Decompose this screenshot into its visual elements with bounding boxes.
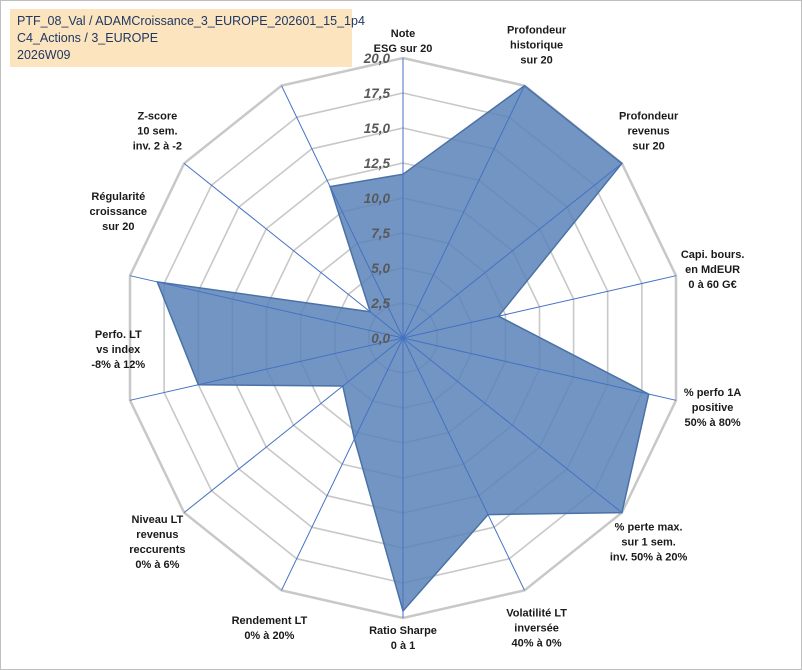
axis-label-12: Z-score 10 sem. inv. 2 à -2: [133, 111, 182, 153]
axis-label-11: Régularité croissance sur 20: [90, 191, 147, 233]
axis-spoke-2: [402, 163, 623, 339]
axis-label-6: Volatilité LT inversée 40% à 0%: [506, 607, 567, 649]
tick-label: 10,0: [364, 191, 391, 206]
axis-label-line: historique: [510, 40, 563, 52]
axis-label-3: Capi. bours. en MdEUR 0 à 60 G€: [681, 249, 745, 291]
axis-label-line: 10 sem.: [137, 126, 177, 138]
axis-label-line: sur 1 sem.: [621, 536, 675, 548]
axis-label-line: Niveau LT: [132, 514, 184, 526]
tick-label: 0,0: [371, 331, 390, 346]
axis-label-line: 0% à 6%: [135, 559, 179, 571]
axis-label-4: % perfo 1A positive 50% à 80%: [684, 387, 742, 429]
axis-label-line: Z-score: [138, 111, 178, 123]
axis-spoke-5: [402, 337, 623, 513]
axis-spoke-12: [183, 163, 404, 339]
axis-label-5: % perte max. sur 1 sem. inv. 50% à 20%: [610, 521, 688, 563]
axis-label-line: ESG sur 20: [374, 43, 433, 55]
tick-label: 17,5: [364, 86, 391, 101]
axis-spoke-4: [402, 337, 677, 401]
axis-label-line: Perfo. LT: [95, 329, 142, 341]
axis-label-line: Capi. bours.: [681, 249, 745, 261]
title-line-1: PTF_08_Val / ADAMCroissance_3_EUROPE_202…: [17, 14, 365, 28]
axis-label-line: reccurents: [129, 544, 185, 556]
axis-label-line: % perte max.: [615, 521, 683, 533]
tick-label: 12,5: [364, 156, 391, 171]
axis-spoke-8: [281, 337, 404, 591]
axis-label-line: revenus: [136, 529, 178, 541]
axis-label-line: sur 20: [520, 55, 552, 67]
axis-label-line: Régularité: [91, 191, 145, 203]
axis-spoke-11: [129, 275, 404, 339]
tick-label: 2,5: [370, 296, 390, 311]
chart-title-box: PTF_08_Val / ADAMCroissance_3_EUROPE_202…: [10, 9, 365, 67]
axis-spoke-13: [281, 85, 404, 339]
axis-label-line: Volatilité LT: [506, 607, 567, 619]
axis-label-line: inv. 2 à -2: [133, 141, 182, 153]
axis-spoke-10: [129, 337, 404, 401]
axis-label-1: Profondeur historique sur 20: [507, 25, 567, 67]
axis-spoke-6: [402, 337, 525, 591]
axis-spoke-1: [402, 85, 525, 339]
axis-label-line: Ratio Sharpe: [369, 625, 437, 637]
axis-labels: Note ESG sur 20 Profondeur historique sur 20…: [90, 25, 745, 652]
tick-label: 15,0: [364, 121, 391, 136]
radar-series-layer: [129, 58, 677, 618]
axis-label-8: Rendement LT 0% à 20%: [232, 615, 308, 642]
axis-label-9: Niveau LT revenus reccurents 0% à 6%: [129, 514, 185, 571]
axis-label-2: Profondeur revenus sur 20: [619, 111, 679, 153]
axis-label-line: Profondeur: [619, 111, 679, 123]
radial-tick-labels: 0,0 2,5 5,0 7,5 10,0 12,5 15,0 17,5 20,0: [363, 51, 391, 346]
axis-label-line: inversée: [514, 622, 559, 634]
axis-label-10: Perfo. LT vs index -8% à 12%: [91, 329, 145, 371]
axis-label-line: Profondeur: [507, 25, 567, 37]
axis-label-line: revenus: [627, 126, 669, 138]
axis-label-line: -8% à 12%: [91, 359, 145, 371]
axis-label-line: inv. 50% à 20%: [610, 551, 688, 563]
tick-label: 20,0: [363, 51, 391, 66]
axis-label-line: sur 20: [102, 221, 134, 233]
axis-label-line: % perfo 1A: [684, 387, 742, 399]
axis-label-line: Note: [391, 28, 415, 40]
axis-label-line: 0% à 20%: [244, 630, 294, 642]
axis-label-line: croissance: [90, 206, 147, 218]
tick-label: 7,5: [371, 226, 390, 241]
axis-label-line: vs index: [96, 344, 141, 356]
axis-label-line: en MdEUR: [685, 264, 740, 276]
axis-label-0: Note ESG sur 20: [374, 28, 433, 55]
axis-label-line: 40% à 0%: [512, 637, 562, 649]
title-line-3: 2026W09: [17, 48, 71, 62]
axis-label-line: 0 à 1: [391, 640, 415, 652]
axis-label-line: sur 20: [632, 141, 664, 153]
axis-label-line: 50% à 80%: [684, 417, 740, 429]
axis-label-line: 0 à 60 G€: [688, 279, 736, 291]
axis-spoke-3: [402, 275, 677, 339]
axis-label-line: positive: [692, 402, 734, 414]
axis-spoke-9: [183, 337, 404, 513]
tick-label: 5,0: [371, 261, 390, 276]
title-line-2: C4_Actions / 3_EUROPE: [17, 31, 159, 45]
axis-label-7: Ratio Sharpe 0 à 1: [369, 625, 437, 652]
axis-label-line: Rendement LT: [232, 615, 308, 627]
